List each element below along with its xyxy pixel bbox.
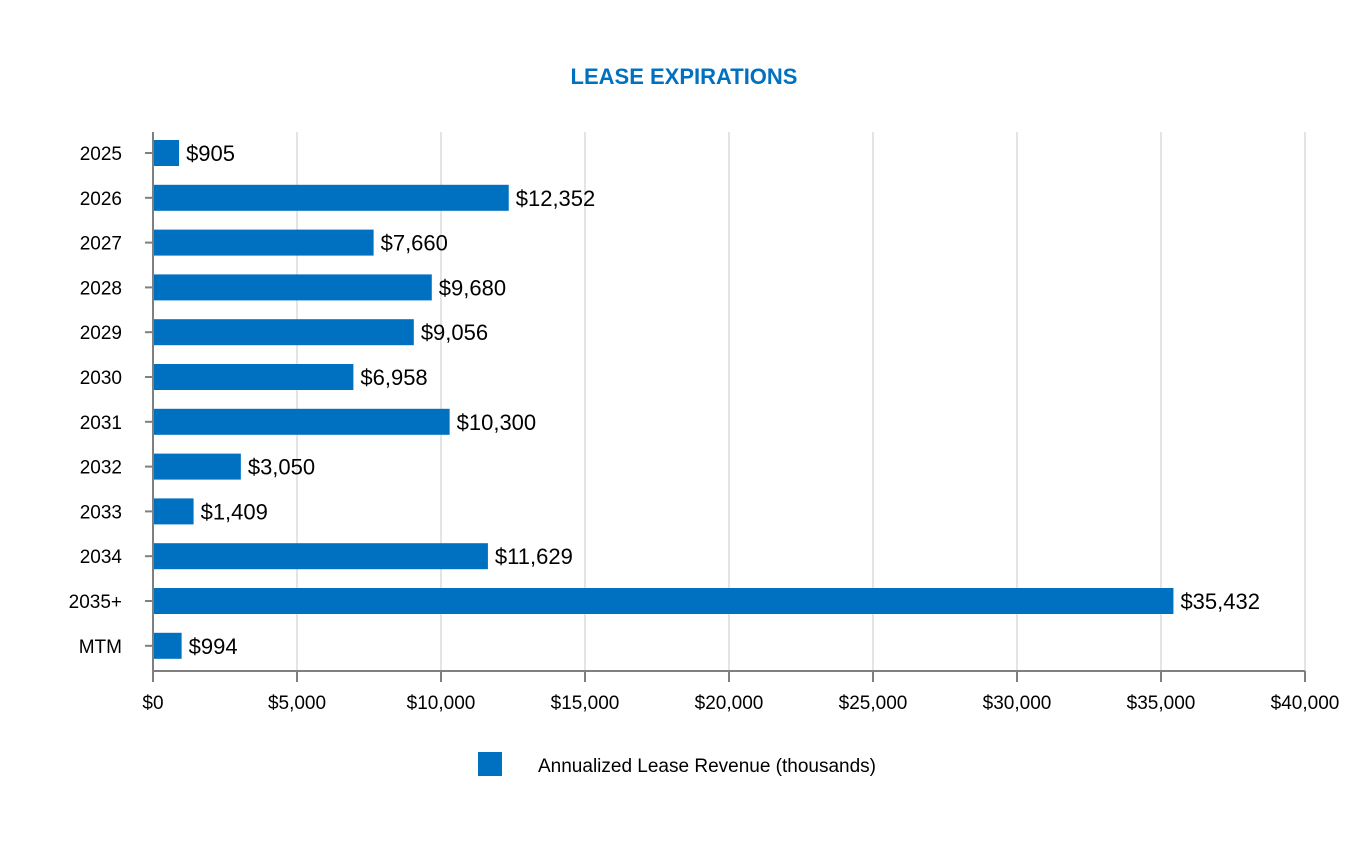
- data-label: $6,958: [360, 365, 427, 390]
- bar-MTM: [154, 632, 182, 659]
- y-tick-label: 2025: [80, 144, 122, 165]
- bar-2025: [154, 140, 180, 166]
- data-label: $35,432: [1180, 589, 1260, 614]
- x-tick-label: $25,000: [839, 693, 908, 714]
- bar-2026: [154, 184, 509, 211]
- y-tick-label: 2035+: [69, 592, 122, 613]
- x-tick-label: $5,000: [268, 693, 326, 714]
- data-label: $3,050: [248, 455, 315, 480]
- legend-swatch: [478, 752, 502, 776]
- x-tick-label: $35,000: [1127, 693, 1196, 714]
- y-tick-label: 2027: [80, 234, 122, 255]
- bar-2028: [154, 274, 432, 301]
- chart-title: LEASE EXPIRATIONS: [571, 64, 798, 89]
- data-label: $994: [189, 634, 238, 659]
- y-tick-label: 2029: [80, 323, 122, 344]
- data-label: $9,056: [421, 320, 488, 345]
- data-label: $10,300: [457, 410, 537, 435]
- y-tick-label: 2028: [80, 278, 122, 299]
- y-tick-label: 2034: [80, 547, 123, 568]
- data-label: $9,680: [439, 275, 506, 300]
- x-tick-label: $15,000: [551, 693, 620, 714]
- bar-2030: [154, 364, 354, 390]
- data-label: $905: [186, 141, 235, 166]
- data-label: $7,660: [381, 231, 448, 256]
- data-label: $12,352: [516, 186, 596, 211]
- y-tick-label: 2033: [80, 502, 122, 523]
- bar-2035+: [154, 588, 1174, 614]
- y-tick-label: 2031: [80, 413, 122, 434]
- y-tick-label: 2032: [80, 458, 122, 479]
- x-tick-label: $0: [142, 693, 163, 714]
- legend: Annualized Lease Revenue (thousands): [478, 752, 876, 777]
- data-label: $11,629: [495, 544, 573, 569]
- bar-2027: [154, 229, 374, 256]
- legend-label: Annualized Lease Revenue (thousands): [538, 756, 876, 777]
- data-label: $1,409: [201, 499, 268, 524]
- bar-2032: [154, 453, 241, 480]
- bar-2034: [154, 543, 488, 570]
- x-tick-label: $40,000: [1271, 693, 1340, 714]
- bar-2029: [154, 319, 414, 346]
- bar-2033: [154, 498, 194, 525]
- y-tick-label: MTM: [79, 637, 122, 658]
- x-tick-label: $20,000: [695, 693, 764, 714]
- y-tick-label: 2030: [80, 368, 122, 389]
- bar-2031: [154, 408, 450, 435]
- x-tick-label: $10,000: [407, 693, 476, 714]
- y-tick-label: 2026: [80, 189, 122, 210]
- x-tick-label: $30,000: [983, 693, 1052, 714]
